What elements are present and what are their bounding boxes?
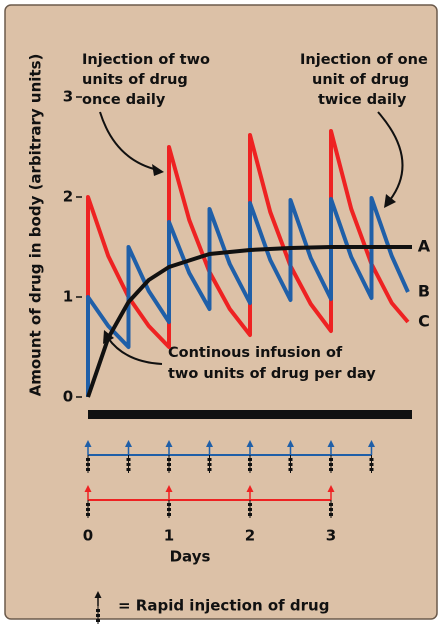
y-tick-label: 3 [63, 88, 73, 106]
injection-icon [84, 440, 92, 473]
injection-icon [165, 440, 173, 473]
injection-icon [287, 440, 294, 473]
x-axis-label: Days [170, 548, 211, 566]
annotation: once daily [82, 92, 166, 108]
annotation-arrow [99, 111, 159, 171]
y-axis-label: Amount of drug in body (arbitrary units) [27, 54, 45, 397]
injection-icon-part [125, 440, 132, 447]
y-tick-label: 0 [63, 388, 73, 406]
injection-icon-part [287, 440, 294, 447]
annotation: units of drug [82, 72, 188, 88]
y-tick-label: 1 [63, 288, 73, 306]
infusion-bar [88, 410, 412, 419]
injection-icon [165, 485, 173, 518]
injection-icon [246, 485, 254, 518]
series-line [86, 129, 410, 397]
injection-icon [125, 440, 132, 473]
series-line [86, 196, 410, 397]
injection-icon-part [165, 440, 173, 447]
annotation: Injection of two [82, 52, 210, 68]
series-line [86, 245, 412, 398]
injection-icon [327, 440, 335, 473]
x-tick-label: 0 [83, 527, 93, 545]
injection-icon [84, 485, 92, 518]
injection-icon-part [368, 440, 375, 447]
injection-icon-part [206, 440, 213, 447]
injection-icon-part [84, 485, 92, 492]
injection-icon-part [165, 485, 173, 492]
injection-icon [327, 485, 335, 518]
annotation-arrowhead [152, 164, 164, 176]
injection-icon [368, 440, 375, 473]
series-label: A [418, 237, 431, 256]
injection-icon-part [246, 440, 254, 447]
injection-icon-part [327, 485, 335, 492]
injection-icon-part [327, 440, 335, 447]
annotation-arrow [107, 337, 163, 365]
x-tick-label: 1 [164, 527, 174, 545]
injection-icon [94, 591, 102, 624]
x-tick-label: 2 [245, 527, 255, 545]
legend-text: = Rapid injection of drug [118, 597, 329, 615]
annotation: Continous infusion of [168, 345, 343, 361]
annotation: unit of drug [312, 72, 409, 88]
x-tick-label: 3 [326, 527, 336, 545]
injection-icon [246, 440, 254, 473]
series-label: B [418, 282, 430, 301]
injection-icon [206, 440, 213, 473]
annotation: Injection of one [300, 52, 428, 68]
series-label: C [418, 312, 430, 331]
annotation: twice daily [318, 92, 407, 108]
injection-icon-part [246, 485, 254, 492]
annotation-arrow [377, 111, 404, 201]
injection-icon-part [84, 440, 92, 447]
injection-icon-part [94, 591, 102, 598]
y-tick-label: 2 [63, 188, 73, 206]
annotation: two units of drug per day [168, 366, 376, 382]
annotation-arrowhead [384, 194, 396, 208]
